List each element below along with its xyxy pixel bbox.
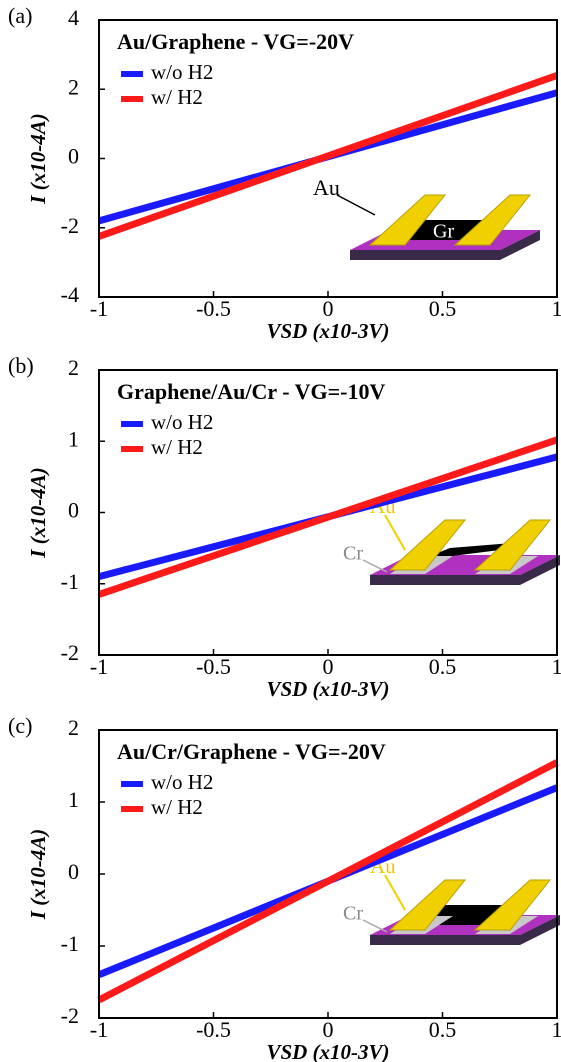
y-tick-label: 1 bbox=[68, 426, 79, 451]
legend-label: w/ H2 bbox=[151, 435, 203, 459]
legend-label: w/o H2 bbox=[151, 770, 213, 794]
x-tick-label: 0.5 bbox=[429, 654, 457, 679]
y-tick-label: 0 bbox=[68, 498, 79, 523]
annotation: Gr bbox=[433, 221, 454, 243]
panel-label: (b) bbox=[8, 353, 34, 378]
x-tick-label: -1 bbox=[90, 654, 108, 679]
legend-label: w/ H2 bbox=[151, 795, 203, 819]
pointer bbox=[337, 195, 375, 215]
y-tick-label: -4 bbox=[61, 282, 79, 307]
x-tick-label: 1 bbox=[552, 296, 561, 321]
y-tick-label: -1 bbox=[61, 931, 79, 956]
chart-title: Au/Graphene - VG=-20V bbox=[117, 29, 354, 54]
x-tick-label: 0.5 bbox=[429, 296, 457, 321]
x-tick-label: -1 bbox=[90, 1017, 108, 1042]
x-tick-label: 0 bbox=[323, 1017, 334, 1042]
pointer bbox=[363, 560, 387, 572]
x-axis-label: VSD (x10-3V) bbox=[266, 1040, 389, 1062]
x-tick-label: -0.5 bbox=[196, 654, 231, 679]
y-tick-label: -2 bbox=[61, 640, 79, 665]
y-axis-label: I (x10-4A) bbox=[26, 113, 50, 204]
annotation: Cr bbox=[343, 903, 363, 925]
panel-label: (c) bbox=[8, 713, 32, 738]
y-axis-label: I (x10-4A) bbox=[26, 829, 50, 920]
y-tick-label: 2 bbox=[68, 355, 79, 380]
y-axis-label: I (x10-4A) bbox=[26, 467, 50, 558]
pointer bbox=[385, 515, 405, 550]
panel-label: (a) bbox=[8, 3, 32, 28]
y-tick-label: -2 bbox=[61, 1003, 79, 1028]
y-tick-label: -2 bbox=[61, 213, 79, 238]
y-tick-label: 2 bbox=[68, 715, 79, 740]
legend-label: w/ H2 bbox=[151, 85, 203, 109]
x-tick-label: -0.5 bbox=[196, 1017, 231, 1042]
device-inset: Au Gr bbox=[313, 175, 540, 260]
legend-label: w/o H2 bbox=[151, 60, 213, 84]
y-tick-label: 0 bbox=[68, 859, 79, 884]
y-tick-label: 2 bbox=[68, 74, 79, 99]
x-tick-label: 1 bbox=[552, 654, 561, 679]
annotation: Au bbox=[313, 175, 340, 200]
figure: (a) Au Gr -1 -0.5 0 0.5 1 -4 -2 0 2 4 Au/Graphene - V… bbox=[0, 0, 561, 1062]
x-axis-label: VSD (x10-3V) bbox=[266, 319, 389, 343]
x-tick-label: 0 bbox=[323, 296, 334, 321]
y-tick-label: 4 bbox=[68, 5, 79, 30]
x-tick-label: 0 bbox=[323, 654, 334, 679]
annotation: Cr bbox=[343, 543, 363, 565]
x-tick-label: -1 bbox=[90, 296, 108, 321]
x-tick-label: -0.5 bbox=[196, 296, 231, 321]
legend-label: w/o H2 bbox=[151, 410, 213, 434]
x-axis-label: VSD (x10-3V) bbox=[266, 677, 389, 701]
pointer bbox=[385, 875, 405, 910]
y-tick-label: -1 bbox=[61, 569, 79, 594]
pointer bbox=[363, 920, 387, 932]
chart-title: Graphene/Au/Cr - VG=-10V bbox=[117, 379, 386, 404]
chart-title: Au/Cr/Graphene - VG=-20V bbox=[117, 739, 386, 764]
x-tick-label: 0.5 bbox=[429, 1017, 457, 1042]
x-tick-label: 1 bbox=[552, 1017, 561, 1042]
y-tick-label: 1 bbox=[68, 787, 79, 812]
y-tick-label: 0 bbox=[68, 144, 79, 169]
